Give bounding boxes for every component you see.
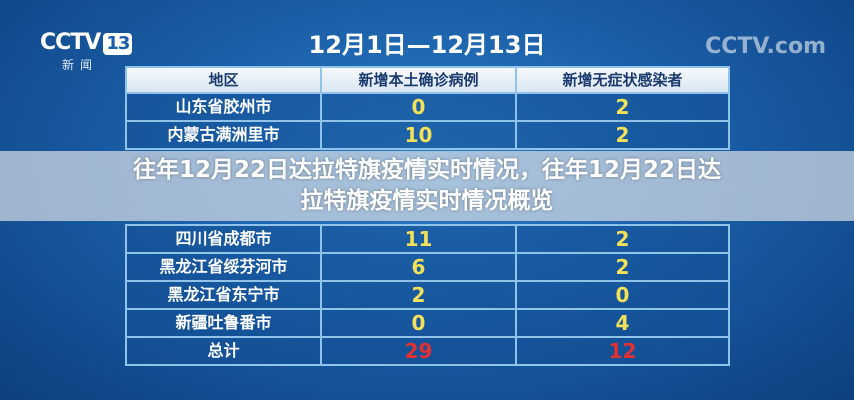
overlay-title-band: 往年12月22日达拉特旗疫情实时情况，往年12月22日达 拉特旗疫情实时情况概览 [0,151,854,221]
total-label: 总计 [125,336,322,366]
logo-text: CCTV [40,30,101,55]
table-row: 新疆吐鲁番市 0 4 [125,308,730,338]
asymptomatic-cell: 2 [515,252,730,282]
table-row: 黑龙江省东宁市 2 0 [125,280,730,310]
table-header: 地区 新增本土确诊病例 新增无症状感染者 [125,66,730,94]
region-cell: 内蒙古满洲里市 [125,120,322,150]
channel-number: 13 [103,33,133,55]
region-cell: 四川省成都市 [125,224,322,254]
region-cell: 山东省胶州市 [125,92,322,122]
date-range-title: 12月1日—12月13日 [308,31,546,59]
total-asymptomatic: 12 [515,336,730,366]
header-asymptomatic: 新增无症状感染者 [515,66,730,94]
table-row: 四川省成都市 11 2 [125,224,730,254]
confirmed-cell: 11 [320,224,517,254]
asymptomatic-cell: 0 [515,280,730,310]
confirmed-cell: 0 [320,92,517,122]
overlay-title-line1: 往年12月22日达拉特旗疫情实时情况，往年12月22日达 [132,157,722,183]
asymptomatic-cell: 2 [515,92,730,122]
case-table: 地区 新增本土确诊病例 新增无症状感染者 山东省胶州市 0 2 内蒙古满洲里市 10 2 [125,66,730,150]
region-cell: 黑龙江省东宁市 [125,280,322,310]
table-row: 山东省胶州市 0 2 [125,92,730,122]
overlay-title-line2: 拉特旗疫情实时情况概览 [300,188,554,214]
table-row: 黑龙江省绥芬河市 6 2 [125,252,730,282]
case-table-continued: 四川省成都市 11 2 黑龙江省绥芬河市 6 2 黑龙江省东宁市 2 0 新疆吐鲁番市 0 4 总计 29… [125,224,730,366]
confirmed-cell: 2 [320,280,517,310]
asymptomatic-cell: 2 [515,224,730,254]
logo-subtitle: 新闻 [62,58,99,72]
table-row: 内蒙古满洲里市 10 2 [125,120,730,150]
asymptomatic-cell: 4 [515,308,730,338]
region-cell: 黑龙江省绥芬河市 [125,252,322,282]
header-region: 地区 [125,66,322,94]
confirmed-cell: 0 [320,308,517,338]
cctv-watermark: CCTV.com [705,34,826,59]
total-row: 总计 29 12 [125,336,730,366]
asymptomatic-cell: 2 [515,120,730,150]
cctv13-logo: CCTV 13 [40,30,133,56]
region-cell: 新疆吐鲁番市 [125,308,322,338]
confirmed-cell: 10 [320,120,517,150]
total-confirmed: 29 [320,336,517,366]
confirmed-cell: 6 [320,252,517,282]
header-confirmed: 新增本土确诊病例 [320,66,517,94]
